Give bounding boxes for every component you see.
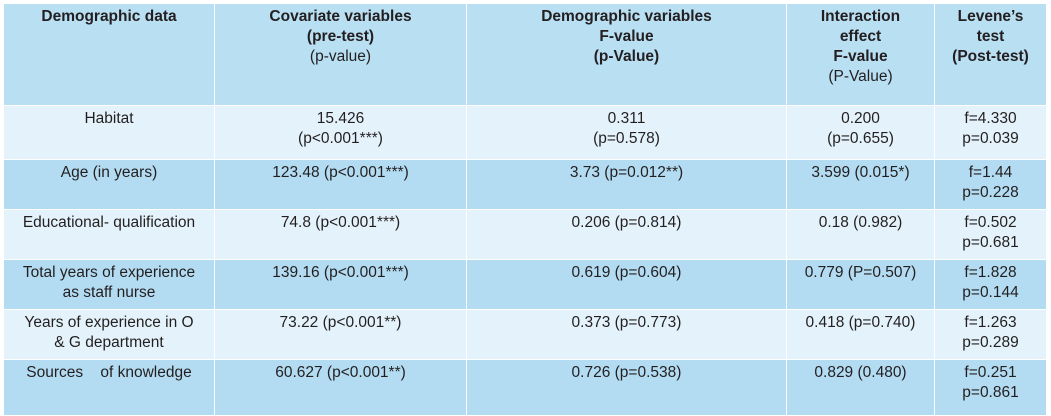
cell-demographic: Years of experience in O & G department: [3, 309, 215, 360]
header-text: (p-Value): [593, 48, 660, 65]
table-row: Sources of knowledge 60.627 (p<0.001**) 0.…: [3, 359, 1047, 416]
cell-demographic-f: 0.311 (p=0.578): [466, 105, 787, 160]
cell-text: as staff nurse: [62, 284, 156, 301]
cell-text: 0.726 (p=0.538): [571, 364, 682, 381]
cell-demographic-f: 0.726 (p=0.538): [466, 359, 787, 416]
cell-levene: f=1.44 p=0.228: [934, 159, 1047, 210]
cell-levene: f=0.251 p=0.861: [934, 359, 1047, 416]
cell-demographic: Habitat: [3, 105, 215, 160]
cell-interaction: 0.829 (0.480): [786, 359, 935, 416]
cell-text: 74.8 (p<0.001***): [280, 214, 401, 231]
cell-text: 3.599 (0.015*): [811, 164, 910, 181]
header-text: Interaction: [820, 8, 901, 25]
cell-text: 0.373 (p=0.773): [571, 314, 682, 331]
cell-covariate: 60.627 (p<0.001**): [214, 359, 467, 416]
table-row: Educational- qualification 74.8 (p<0.001*…: [3, 209, 1047, 260]
cell-interaction: 0.18 (0.982): [786, 209, 935, 260]
header-levenes-test: Levene’s test (Post-test): [934, 3, 1047, 106]
cell-text: 15.426: [316, 110, 365, 127]
cell-levene: f=1.263 p=0.289: [934, 309, 1047, 360]
cell-text: Educational- qualification: [22, 214, 196, 231]
cell-text: f=0.251: [964, 364, 1017, 381]
cell-text: f=1.828: [964, 264, 1017, 281]
table-row: Age (in years) 123.48 (p<0.001***) 3.73 (p…: [3, 159, 1047, 210]
table-row: Years of experience in O & G department 73…: [3, 309, 1047, 360]
results-table: Demographic data Covariate variables (pr…: [3, 3, 1047, 416]
cell-interaction: 0.418 (p=0.740): [786, 309, 935, 360]
cell-text: (p=0.655): [827, 130, 894, 147]
cell-text: (p<0.001***): [298, 130, 383, 147]
header-row: Demographic data Covariate variables (pr…: [3, 3, 1047, 106]
cell-text: p=0.861: [962, 384, 1019, 401]
cell-text: Age (in years): [60, 164, 158, 181]
cell-demographic-f: 0.206 (p=0.814): [466, 209, 787, 260]
cell-text: 123.48 (p<0.001***): [272, 164, 409, 181]
cell-covariate: 73.22 (p<0.001**): [214, 309, 467, 360]
cell-text: f=0.502: [964, 214, 1017, 231]
cell-text: 0.418 (p=0.740): [805, 314, 916, 331]
cell-demographic: Age (in years): [3, 159, 215, 210]
header-text: test: [976, 28, 1005, 45]
header-demographic-variables: Demographic variables F-value (p-Value): [466, 3, 787, 106]
cell-demographic-f: 0.619 (p=0.604): [466, 259, 787, 310]
cell-text: Sources of knowledge: [26, 364, 192, 381]
cell-text: & G department: [54, 334, 164, 351]
cell-text: (p=0.578): [593, 130, 660, 147]
cell-text: p=0.228: [962, 184, 1019, 201]
cell-text: 73.22 (p<0.001**): [279, 314, 402, 331]
cell-demographic: Total years of experience as staff nurse: [3, 259, 215, 310]
cell-text: 139.16 (p<0.001***): [272, 264, 409, 281]
cell-covariate: 123.48 (p<0.001***): [214, 159, 467, 210]
cell-levene: f=0.502 p=0.681: [934, 209, 1047, 260]
header-text: Covariate variables: [269, 8, 412, 25]
cell-text: 0.206 (p=0.814): [571, 214, 682, 231]
header-interaction-effect: Interaction effect F-value (P-Value): [786, 3, 935, 106]
table-row: Total years of experience as staff nurse 1…: [3, 259, 1047, 310]
cell-levene: f=1.828 p=0.144: [934, 259, 1047, 310]
cell-text: 0.311: [607, 110, 646, 127]
cell-text: Habitat: [84, 110, 134, 127]
cell-text: f=1.263: [964, 314, 1017, 331]
header-text: (pre-test): [306, 28, 375, 45]
cell-text: 0.18 (0.982): [818, 214, 903, 231]
cell-text: f=1.44: [968, 164, 1013, 181]
cell-text: p=0.681: [962, 234, 1019, 251]
header-text: effect: [839, 28, 882, 45]
cell-text: 0.779 (P=0.507): [804, 264, 917, 281]
cell-text: Years of experience in O: [24, 314, 194, 331]
cell-interaction: 0.779 (P=0.507): [786, 259, 935, 310]
header-demographic-data: Demographic data: [3, 3, 215, 106]
header-text: Demographic data: [41, 8, 177, 25]
cell-covariate: 15.426 (p<0.001***): [214, 105, 467, 160]
cell-covariate: 74.8 (p<0.001***): [214, 209, 467, 260]
header-subtext: (P-Value): [828, 68, 893, 85]
cell-text: 0.200: [841, 110, 880, 127]
cell-demographic-f: 3.73 (p=0.012**): [466, 159, 787, 210]
header-text: (Post-test): [952, 48, 1029, 65]
header-covariate-variables: Covariate variables (pre-test) (p-value): [214, 3, 467, 106]
header-text: F-value: [833, 48, 888, 65]
header-text: Demographic variables: [541, 8, 712, 25]
cell-demographic: Sources of knowledge: [3, 359, 215, 416]
table-body: Habitat 15.426 (p<0.001***) 0.311 (p=0.578) 0…: [3, 105, 1047, 416]
cell-text: Total years of experience: [22, 264, 196, 281]
cell-demographic-f: 0.373 (p=0.773): [466, 309, 787, 360]
cell-demographic: Educational- qualification: [3, 209, 215, 260]
cell-text: p=0.039: [962, 130, 1019, 147]
cell-covariate: 139.16 (p<0.001***): [214, 259, 467, 310]
cell-text: p=0.144: [962, 284, 1019, 301]
cell-interaction: 3.599 (0.015*): [786, 159, 935, 210]
cell-text: 0.829 (0.480): [814, 364, 907, 381]
cell-text: p=0.289: [962, 334, 1019, 351]
header-text: F-value: [599, 28, 654, 45]
cell-levene: f=4.330 p=0.039: [934, 105, 1047, 160]
cell-text: 3.73 (p=0.012**): [569, 164, 684, 181]
cell-text: 0.619 (p=0.604): [571, 264, 682, 281]
header-subtext: (p-value): [309, 48, 372, 65]
cell-text: 60.627 (p<0.001**): [275, 364, 406, 381]
cell-text: f=4.330: [964, 110, 1017, 127]
header-text: Levene’s: [957, 8, 1024, 25]
table-row: Habitat 15.426 (p<0.001***) 0.311 (p=0.578) 0…: [3, 105, 1047, 160]
cell-interaction: 0.200 (p=0.655): [786, 105, 935, 160]
